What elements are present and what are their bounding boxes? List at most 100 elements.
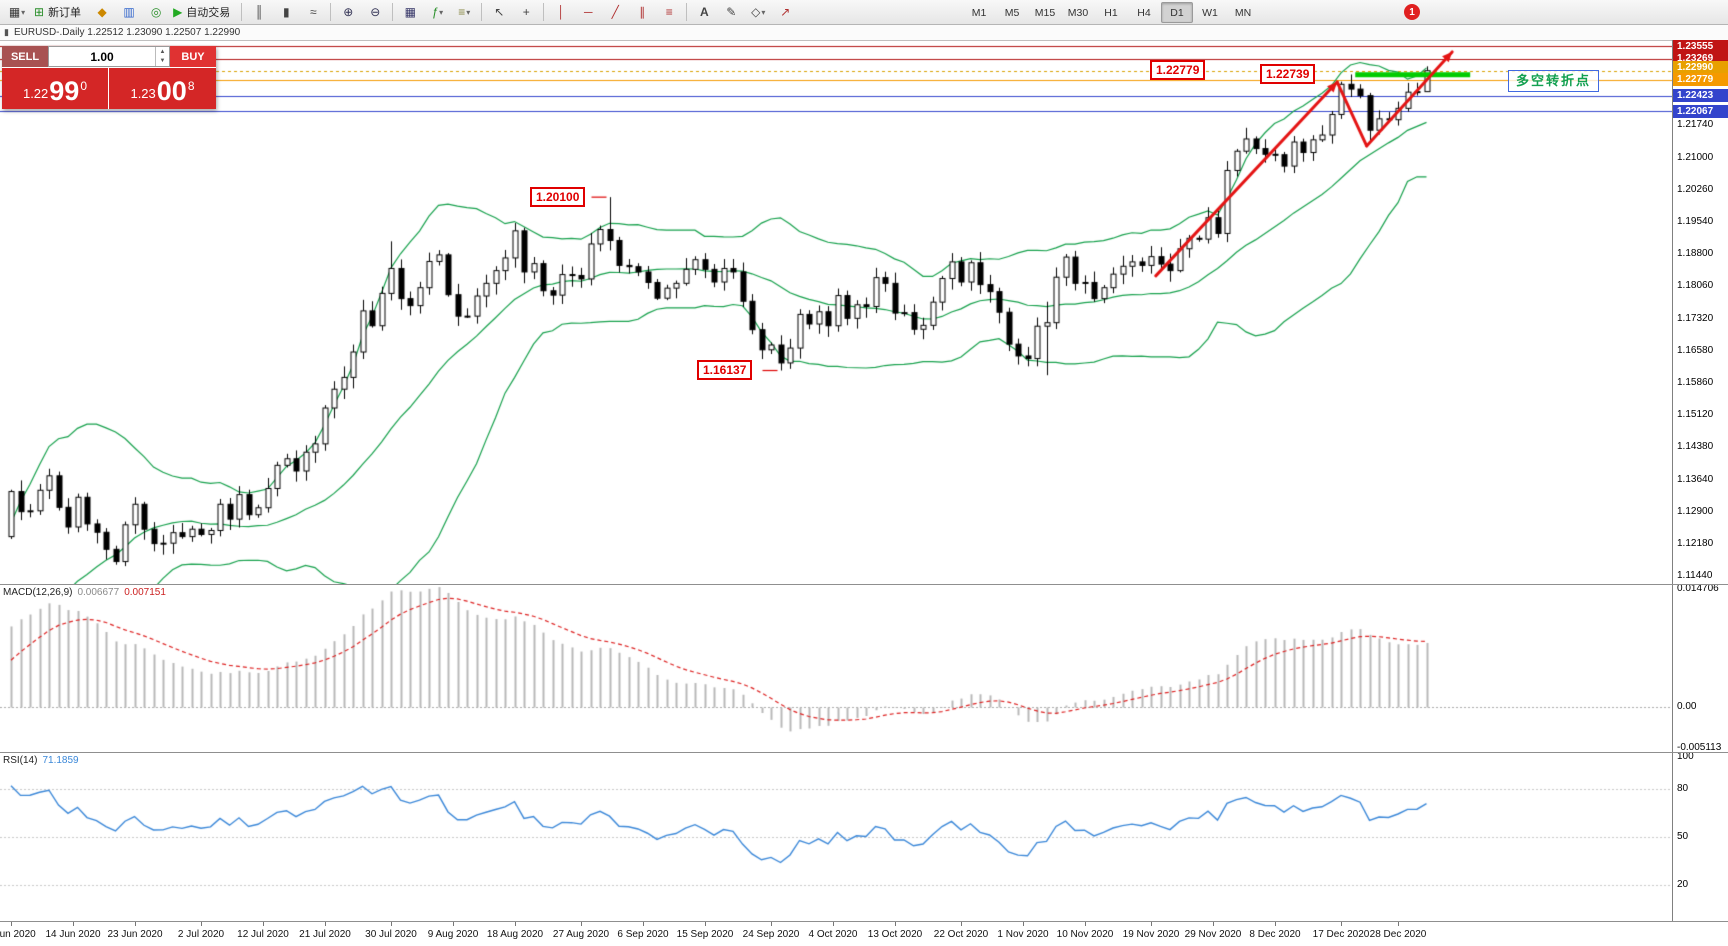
time-axis-label: 19 Nov 2020 (1122, 929, 1180, 940)
price-scale[interactable]: 1.21740 1.21000 1.20260 1.19540 1.18800 1.180… (1672, 39, 1728, 921)
time-axis-tick (1398, 922, 1399, 926)
main-toolbar: ▦ ▾ ⊞ 新订单 ◆ ▥ ◎ ▶ 自动交易 ║ ▮ ≈ ⊕ ⊖ ▦ ƒ ▾ ≡ ▾ … (0, 0, 1728, 25)
shapes-tool-icon[interactable]: ◇ ▾ (745, 1, 771, 23)
text-tool-icon[interactable]: A (699, 5, 709, 19)
price-line-label: 1.23555 (1673, 39, 1728, 53)
toolbar-separator (392, 3, 394, 21)
timeframe-button-m30[interactable]: M30 (1067, 6, 1089, 19)
panel-separator[interactable] (0, 752, 1728, 753)
one-click-buy-button[interactable]: BUY (170, 46, 216, 67)
lot-decrease-button[interactable]: ▼ (159, 58, 166, 65)
autotrading-label: 自动交易 (186, 7, 231, 19)
macd-label: MACD(12,26,9) 0.006677 0.007151 (3, 587, 166, 598)
timeframe-button-m15[interactable]: M15 (1034, 6, 1056, 19)
time-axis-label: 13 Oct 2020 (867, 929, 923, 940)
timeframe-button-mn[interactable]: MN (1234, 6, 1252, 19)
time-axis-label: 14 Jun 2020 (45, 929, 101, 940)
time-axis-label: 28 Dec 2020 (1369, 929, 1427, 940)
notification-badge[interactable]: 1 (1404, 4, 1420, 20)
candlestick-chart-icon[interactable]: ▮ (282, 5, 290, 19)
toolbar-separator (241, 3, 243, 21)
navigator-icon[interactable]: ◎ (150, 5, 162, 19)
time-axis-tick (325, 922, 326, 926)
rsi-value: 71.1859 (42, 755, 79, 766)
price-scale-tick: 1.15860 (1677, 376, 1714, 388)
periods-button[interactable]: ≡ ▾ (451, 1, 477, 23)
sell-price-pips: 99 (49, 76, 80, 106)
lot-size-value[interactable]: 1.00 (90, 49, 114, 64)
buy-price-panel[interactable]: 1.23 00 8 (109, 68, 216, 109)
new-chart-icon[interactable]: ▦ ▾ (4, 1, 30, 23)
rsi-label: RSI(14) 71.1859 (3, 755, 79, 766)
time-axis-tick (201, 922, 202, 926)
timeframe-button-h1[interactable]: H1 (1104, 6, 1118, 19)
timeframe-button-w1[interactable]: W1 (1202, 6, 1218, 19)
crosshair-tool-icon[interactable]: + (522, 5, 530, 19)
bar-chart-icon[interactable]: ║ (255, 5, 264, 19)
zoom-in-icon[interactable]: ⊕ (343, 5, 354, 19)
toolbar-separator (481, 3, 483, 21)
fibonacci-tool-icon[interactable]: ≡ (665, 5, 673, 19)
chart-title: EURUSD-.Daily 1.22512 1.23090 1.22507 1.… (13, 27, 241, 38)
label-tool-icon[interactable]: ✎ (726, 5, 737, 19)
lot-size-input[interactable]: 1.00 ▲ ▼ (48, 46, 170, 67)
time-axis-label: 4 Oct 2020 (808, 929, 858, 940)
price-line-label: 1.22067 (1673, 104, 1728, 118)
time-axis-label: 10 Nov 2020 (1056, 929, 1114, 940)
time-axis[interactable]: 4 Jun 2020 14 Jun 2020 23 Jun 2020 2 Jul 20… (0, 922, 1672, 946)
price-scale-tick: 1.19540 (1677, 215, 1714, 227)
zoom-out-icon[interactable]: ⊖ (370, 5, 381, 19)
one-click-sell-button[interactable]: SELL (2, 46, 48, 67)
macd-main-value: 0.006677 (77, 587, 120, 598)
autotrading-button[interactable]: ▶ 自动交易 (170, 1, 237, 23)
lot-increase-button[interactable]: ▲ (159, 48, 166, 55)
price-annotation-120100[interactable]: 1.20100 (530, 187, 586, 207)
market-watch-icon[interactable]: ▥ (123, 5, 135, 19)
price-scale-tick: 1.16580 (1677, 345, 1714, 357)
price-annotation-116137[interactable]: 1.16137 (697, 360, 753, 380)
price-scale-tick: 1.13640 (1677, 473, 1714, 485)
new-order-button[interactable]: ⊞ 新订单 (31, 1, 88, 23)
time-axis-label: 22 Oct 2020 (933, 929, 989, 940)
panel-separator (0, 921, 1728, 922)
time-axis-label: 9 Aug 2020 (427, 929, 479, 940)
rsi-indicator-canvas[interactable] (0, 753, 1672, 921)
macd-indicator-canvas[interactable] (0, 585, 1672, 752)
trendline-tool-icon[interactable]: ╱ (611, 5, 619, 19)
tile-windows-icon[interactable]: ▦ (404, 5, 416, 19)
timeframe-button-d1[interactable]: D1 (1161, 2, 1193, 23)
time-axis-label: 12 Jul 2020 (237, 929, 289, 940)
macd-scale-value: 0.00 (1677, 700, 1697, 712)
time-axis-tick (73, 922, 74, 926)
new-order-icon: ⊞ (34, 5, 45, 19)
channel-tool-icon[interactable]: ∥ (639, 5, 646, 19)
time-axis-tick (11, 922, 12, 926)
macd-scale-value: -0.005113 (1677, 742, 1722, 753)
time-axis-label: 24 Sep 2020 (742, 929, 800, 940)
timeframe-button-h4[interactable]: H4 (1137, 6, 1151, 19)
price-scale-tick: 1.18060 (1677, 280, 1714, 292)
time-axis-label: 6 Sep 2020 (617, 929, 669, 940)
timeframe-button-m1[interactable]: M1 (971, 6, 987, 19)
horizontal-line-tool-icon[interactable]: ─ (584, 5, 593, 19)
turning-point-annotation[interactable]: 多空转折点 (1508, 70, 1600, 92)
price-annotation-122739[interactable]: 1.22739 (1260, 64, 1316, 84)
sell-price-panel[interactable]: 1.22 99 0 (2, 68, 109, 109)
panel-separator[interactable] (0, 584, 1728, 585)
arrow-tool-icon[interactable]: ↗ (780, 5, 791, 19)
periods-icon: ≡ (458, 5, 466, 19)
main-chart-canvas[interactable] (0, 40, 1672, 584)
rsi-scale-value: 80 (1677, 783, 1689, 794)
time-axis-label: 2 Jul 2020 (177, 929, 225, 940)
vertical-line-tool-icon[interactable]: │ (557, 5, 566, 19)
line-chart-icon[interactable]: ≈ (310, 5, 317, 19)
indicators-button[interactable]: ƒ ▾ (424, 1, 450, 23)
price-line-label: 1.22423 (1673, 89, 1728, 103)
metaeditor-icon[interactable]: ◆ (97, 5, 107, 19)
timeframe-button-m5[interactable]: M5 (1004, 6, 1020, 19)
price-annotation-122779[interactable]: 1.22779 (1150, 60, 1206, 80)
macd-signal-value: 0.007151 (124, 587, 166, 598)
cursor-tool-icon[interactable]: ↖ (494, 5, 505, 19)
chevron-down-icon: ▾ (466, 7, 471, 17)
